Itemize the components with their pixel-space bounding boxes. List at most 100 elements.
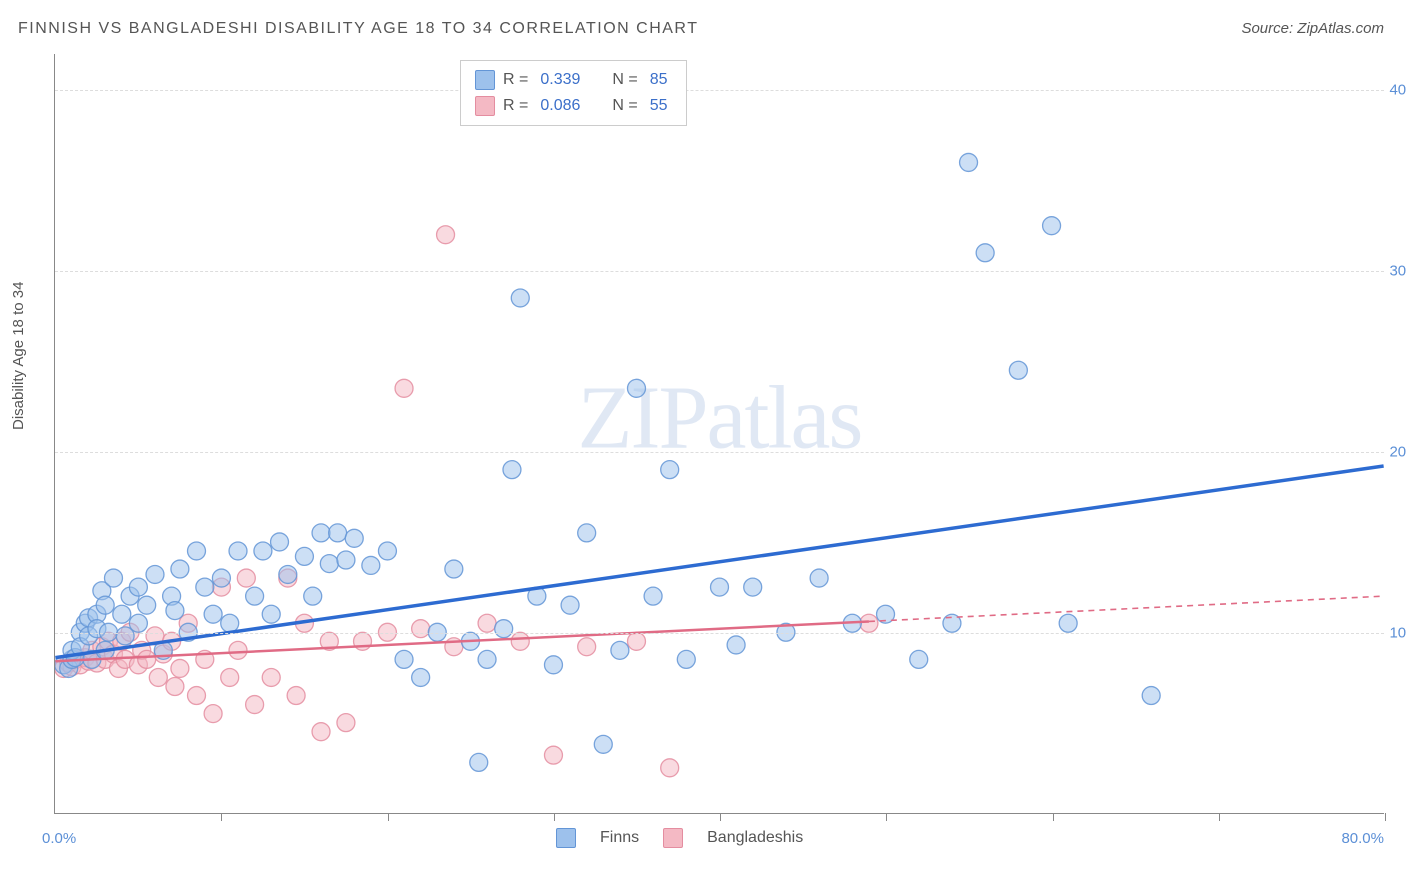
data-point: [445, 560, 463, 578]
data-point: [1043, 217, 1061, 235]
x-axis-min-label: 0.0%: [42, 830, 76, 847]
data-point: [810, 569, 828, 587]
data-point: [83, 641, 101, 659]
data-point: [304, 587, 322, 605]
data-point: [312, 723, 330, 741]
data-point: [163, 587, 181, 605]
y-tick-label: 30.0%: [1389, 263, 1406, 280]
data-point: [129, 578, 147, 596]
data-point: [188, 542, 206, 560]
data-point: [55, 659, 73, 677]
data-point: [237, 569, 255, 587]
data-point: [60, 654, 78, 672]
data-point: [66, 650, 84, 668]
data-point: [229, 542, 247, 560]
x-axis-max-label: 80.0%: [1341, 830, 1384, 847]
data-point: [295, 614, 313, 632]
data-point: [661, 461, 679, 479]
data-point: [93, 638, 111, 656]
data-point: [93, 582, 111, 600]
data-point: [88, 620, 106, 638]
data-point: [149, 668, 167, 686]
data-point: [129, 656, 147, 674]
data-point: [80, 652, 98, 670]
data-point: [88, 605, 106, 623]
n-value-finns: 85: [646, 71, 672, 89]
data-point: [66, 649, 84, 667]
r-value-bangladeshis: 0.086: [536, 97, 584, 115]
plot-area: ZIPatlas 10.0%20.0%30.0%40.0%: [54, 54, 1384, 814]
legend-series: Finns Bangladeshis: [556, 828, 803, 848]
data-point: [627, 632, 645, 650]
chart-title: FINNISH VS BANGLADESHI DISABILITY AGE 18…: [18, 20, 698, 38]
data-point: [337, 714, 355, 732]
data-point: [212, 578, 230, 596]
data-point: [578, 638, 596, 656]
data-point: [60, 659, 78, 677]
swatch-bangladeshis-icon: [663, 828, 683, 848]
data-point: [76, 649, 94, 667]
data-point: [121, 587, 139, 605]
data-point: [362, 556, 380, 574]
n-label: N =: [612, 97, 637, 115]
data-point: [262, 605, 280, 623]
gridline: [55, 271, 1384, 272]
data-point: [478, 650, 496, 668]
x-tick: [886, 813, 887, 821]
data-point: [329, 524, 347, 542]
legend-label-finns: Finns: [600, 829, 639, 847]
swatch-finns-icon: [475, 70, 495, 90]
data-point: [154, 641, 172, 659]
data-point: [412, 668, 430, 686]
legend-stats: R = 0.339 N = 85 R = 0.086 N = 55: [460, 60, 687, 126]
data-point: [229, 641, 247, 659]
data-point: [55, 656, 73, 674]
data-point: [104, 645, 122, 663]
data-point: [727, 636, 745, 654]
x-tick: [388, 813, 389, 821]
data-point: [171, 659, 189, 677]
data-point: [196, 650, 214, 668]
data-point: [711, 578, 729, 596]
data-point: [96, 596, 114, 614]
x-tick: [720, 813, 721, 821]
data-point: [204, 605, 222, 623]
swatch-finns-icon: [556, 828, 576, 848]
data-point: [96, 650, 114, 668]
data-point: [860, 614, 878, 632]
data-point: [254, 542, 272, 560]
y-axis-title: Disability Age 18 to 34: [10, 282, 27, 430]
data-point: [246, 696, 264, 714]
n-label: N =: [612, 71, 637, 89]
data-point: [166, 678, 184, 696]
data-point: [744, 578, 762, 596]
data-point: [395, 379, 413, 397]
watermark: ZIPatlas: [578, 367, 862, 470]
data-point: [445, 638, 463, 656]
data-point: [378, 542, 396, 560]
data-point: [271, 533, 289, 551]
data-point: [943, 614, 961, 632]
data-point: [320, 632, 338, 650]
data-point: [843, 614, 861, 632]
chart-container: FINNISH VS BANGLADESHI DISABILITY AGE 18…: [0, 0, 1406, 892]
data-point: [171, 560, 189, 578]
data-point: [63, 641, 81, 659]
data-point: [611, 641, 629, 659]
data-point: [166, 602, 184, 620]
trend-line: [869, 596, 1384, 621]
n-value-bangladeshis: 55: [646, 97, 672, 115]
data-point: [478, 614, 496, 632]
data-point: [661, 759, 679, 777]
gridline: [55, 90, 1384, 91]
data-point: [262, 668, 280, 686]
data-point: [312, 524, 330, 542]
data-point: [138, 596, 156, 614]
data-point: [80, 609, 98, 627]
data-point: [528, 587, 546, 605]
data-point: [337, 551, 355, 569]
data-point: [204, 705, 222, 723]
data-point: [129, 614, 147, 632]
data-point: [80, 627, 98, 645]
data-point: [644, 587, 662, 605]
